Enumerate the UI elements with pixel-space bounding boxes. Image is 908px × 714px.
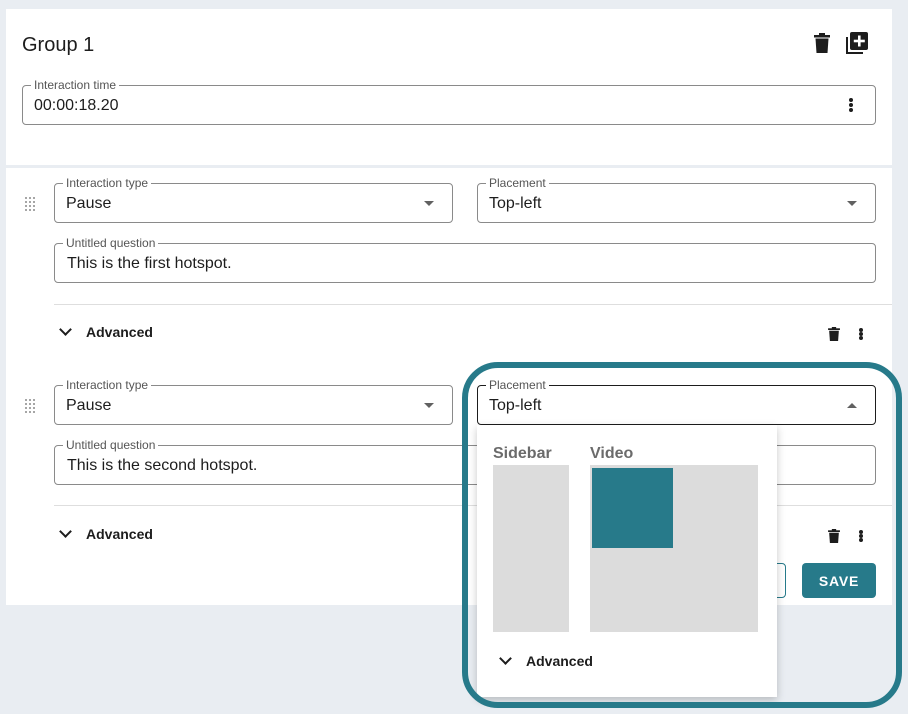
trash-icon[interactable]	[828, 327, 840, 341]
more-vert-icon[interactable]	[849, 98, 853, 112]
interaction-type-value: Pause	[66, 195, 112, 212]
placement-value: Top-left	[489, 397, 542, 414]
divider	[54, 505, 892, 506]
video-option-label: Video	[590, 445, 634, 462]
placement-label: Placement	[486, 378, 549, 392]
interaction-time-value: 00:00:18.20	[34, 97, 119, 114]
video-placement-area[interactable]	[590, 465, 758, 632]
advanced-toggle[interactable]: Advanced	[58, 525, 153, 542]
drag-handle-icon[interactable]	[25, 399, 37, 413]
delete-group-button[interactable]	[810, 31, 834, 55]
placement-value: Top-left	[489, 195, 542, 212]
dropdown-advanced-toggle[interactable]: Advanced	[498, 652, 593, 669]
placement-dropdown-menu: Sidebar Video Advanced	[477, 425, 777, 697]
sidebar-placement-area[interactable]	[493, 465, 569, 632]
advanced-label: Advanced	[86, 324, 153, 340]
interaction-type-select[interactable]: Interaction type Pause	[54, 176, 453, 223]
trash-icon	[814, 33, 830, 53]
interaction-time-label: Interaction time	[31, 78, 120, 92]
more-vert-icon[interactable]	[859, 530, 863, 544]
advanced-label: Advanced	[86, 526, 153, 542]
caret-down-icon	[424, 201, 434, 206]
add-item-button[interactable]	[845, 31, 869, 55]
dropdown-advanced-label: Advanced	[526, 653, 593, 669]
question-label: Untitled question	[63, 438, 159, 452]
divider	[54, 304, 892, 305]
placement-label: Placement	[486, 176, 549, 190]
question-label: Untitled question	[63, 236, 159, 250]
placement-select[interactable]: Placement Top-left	[477, 176, 876, 223]
drag-handle-icon[interactable]	[25, 197, 37, 211]
interaction-type-label: Interaction type	[63, 378, 152, 392]
sidebar-option-label: Sidebar	[493, 445, 552, 462]
caret-up-icon	[847, 403, 857, 408]
advanced-toggle[interactable]: Advanced	[58, 323, 153, 340]
placement-select[interactable]: Placement Top-left	[477, 378, 876, 425]
caret-down-icon	[424, 403, 434, 408]
interaction-type-label: Interaction type	[63, 176, 152, 190]
chevron-down-icon	[59, 525, 72, 538]
question-value: This is the second hotspot.	[67, 457, 258, 474]
top-left-placement-option[interactable]	[592, 468, 673, 548]
question-value: This is the first hotspot.	[67, 255, 232, 272]
chevron-down-icon	[499, 652, 512, 665]
library-add-icon	[846, 32, 868, 54]
interaction-time-field[interactable]: Interaction time 00:00:18.20	[22, 78, 876, 125]
group-title: Group 1	[22, 34, 95, 56]
more-vert-icon[interactable]	[859, 328, 863, 342]
caret-down-icon	[847, 201, 857, 206]
save-button[interactable]: SAVE	[802, 563, 876, 598]
question-field[interactable]: Untitled question This is the first hots…	[54, 236, 876, 283]
interaction-type-value: Pause	[66, 397, 112, 414]
trash-icon[interactable]	[828, 529, 840, 543]
chevron-down-icon	[59, 323, 72, 336]
interaction-type-select[interactable]: Interaction type Pause	[54, 378, 453, 425]
